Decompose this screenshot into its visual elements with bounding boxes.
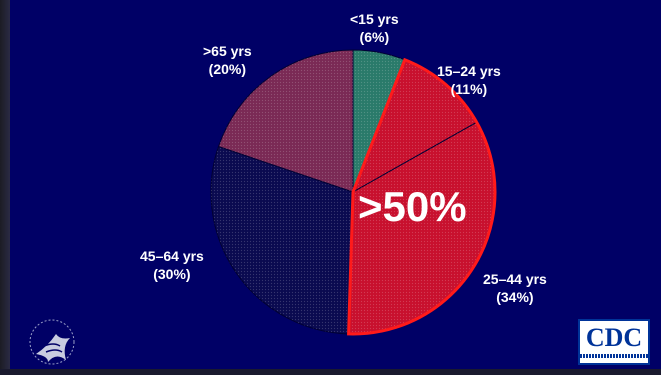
- label-25-44: 25–44 yrs (34%): [483, 271, 547, 305]
- label-under-15: <15 yrs (6%): [350, 11, 399, 45]
- slice-texture: [218, 50, 353, 192]
- hhs-eagle-icon: [29, 319, 75, 365]
- cdc-logo: CDC: [578, 319, 650, 365]
- label-15-24: 15–24 yrs (11%): [437, 63, 501, 97]
- left-edge-bar: [0, 0, 10, 375]
- slice-texture: [353, 59, 477, 192]
- annotation-over-50-percent: >50%: [358, 183, 467, 230]
- highlight-outline: [347, 57, 497, 336]
- label-over-65: >65 yrs (20%): [203, 43, 252, 77]
- bottom-edge-bar: [0, 369, 661, 375]
- slice-texture: [211, 146, 353, 334]
- slice-texture: [348, 122, 495, 334]
- label-45-64: 45–64 yrs (30%): [140, 248, 204, 282]
